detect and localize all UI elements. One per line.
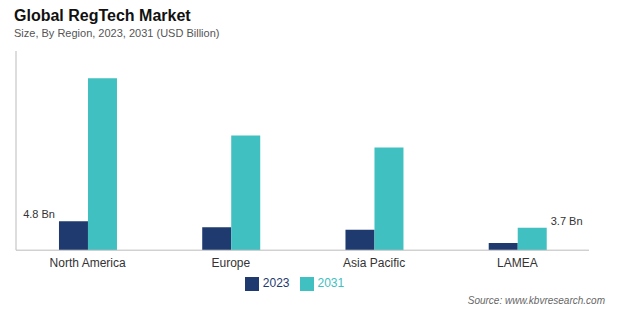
svg-text:3.7 Bn: 3.7 Bn [551,215,583,227]
html-text:Source: www.kbvresearch.com: Source: www.kbvresearch.com [467,295,605,306]
html-text:2031: 2031 [317,276,345,291]
svg-text:LAMEA: LAMEA [497,256,538,270]
svg-text:Asia Pacific: Asia Pacific [343,256,405,270]
svg-text:North America: North America [50,256,126,270]
html-text:Global RegTech Market: Global RegTech Market [14,7,191,24]
svg-text:4.8 Bn: 4.8 Bn [23,208,55,220]
html-text:2023: 2023 [262,276,290,291]
svg-text:Europe: Europe [212,256,251,270]
html-text:Size, By Region, 2023, 2031 (U: Size, By Region, 2023, 2031 (USD Billion… [14,27,220,39]
